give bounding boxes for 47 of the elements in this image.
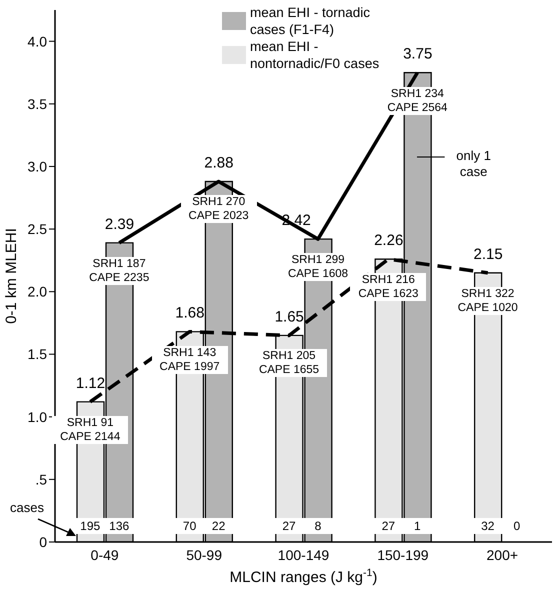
x-tick-label: 100-149 (278, 546, 330, 563)
annotation: 8 (302, 518, 334, 534)
annotation: SRH1 205 CAPE 1655 (251, 349, 327, 378)
y-axis-title: 0-1 km MLEHI (3, 228, 20, 324)
annotation: 136 (103, 518, 136, 534)
x-axis-title: MLCIN ranges (J kg$^{-1}$) (230, 567, 378, 586)
data-label: 2.26 (374, 232, 404, 250)
annotation: 70 (174, 518, 206, 534)
y-tick-label: 2.5 (28, 221, 48, 238)
x-tick-label: 150-199 (377, 546, 429, 563)
annotation: 195 (74, 518, 106, 534)
y-tick-label: 3.5 (28, 96, 48, 112)
x-tick-label: 0-49 (90, 546, 119, 563)
y-tick-label: .5 (35, 471, 48, 488)
y-tick-label: 3.0 (28, 158, 48, 174)
x-tick-label: 50-99 (186, 546, 222, 563)
legend-label: mean EHI - nontornadic/F0 cases (250, 38, 380, 72)
annotation: 32 (472, 518, 504, 534)
annotation: SRH1 234 CAPE 2564 (379, 86, 456, 115)
annotation: SRH1 143 CAPE 1997 (152, 346, 228, 374)
y-tick-label: 4.0 (28, 33, 48, 50)
annotation: SRH1 270 CAPE 2023 (180, 195, 257, 224)
annotation: 27 (372, 518, 404, 534)
data-label: 3.75 (403, 46, 432, 63)
annotation: SRH1 322 CAPE 1020 (450, 286, 526, 315)
text: cases (9, 500, 45, 516)
annotation: 1 (401, 518, 434, 534)
annotation: SRH1 187 CAPE 2235 (81, 256, 158, 285)
annotation: SRH1 216 CAPE 1623 (350, 273, 426, 302)
data-label: 2.39 (104, 216, 134, 233)
y-tick-label: 1.0 (28, 408, 48, 425)
y-tick-label: 2.0 (28, 284, 48, 300)
annotation: 22 (202, 518, 235, 534)
annotation: only 1 case (455, 148, 492, 180)
data-label: 2.15 (474, 246, 503, 263)
data-label: 1.12 (76, 374, 106, 392)
data-label: 2.88 (204, 154, 234, 172)
annotation: 27 (273, 518, 305, 534)
annotation: 0 (512, 518, 522, 534)
annotation: SRH1 91 CAPE 2144 (52, 416, 128, 444)
legend-label: mean EHI - tornadic cases (F1-F4) (250, 4, 372, 38)
y-tick-label: 1.5 (28, 346, 48, 362)
y-tick-label: 0 (39, 534, 48, 550)
x-tick-label: 200+ (486, 546, 518, 563)
annotation: SRH1 299 CAPE 1608 (280, 253, 356, 282)
data-label: 1.68 (175, 304, 204, 322)
data-label: 1.65 (274, 308, 304, 326)
